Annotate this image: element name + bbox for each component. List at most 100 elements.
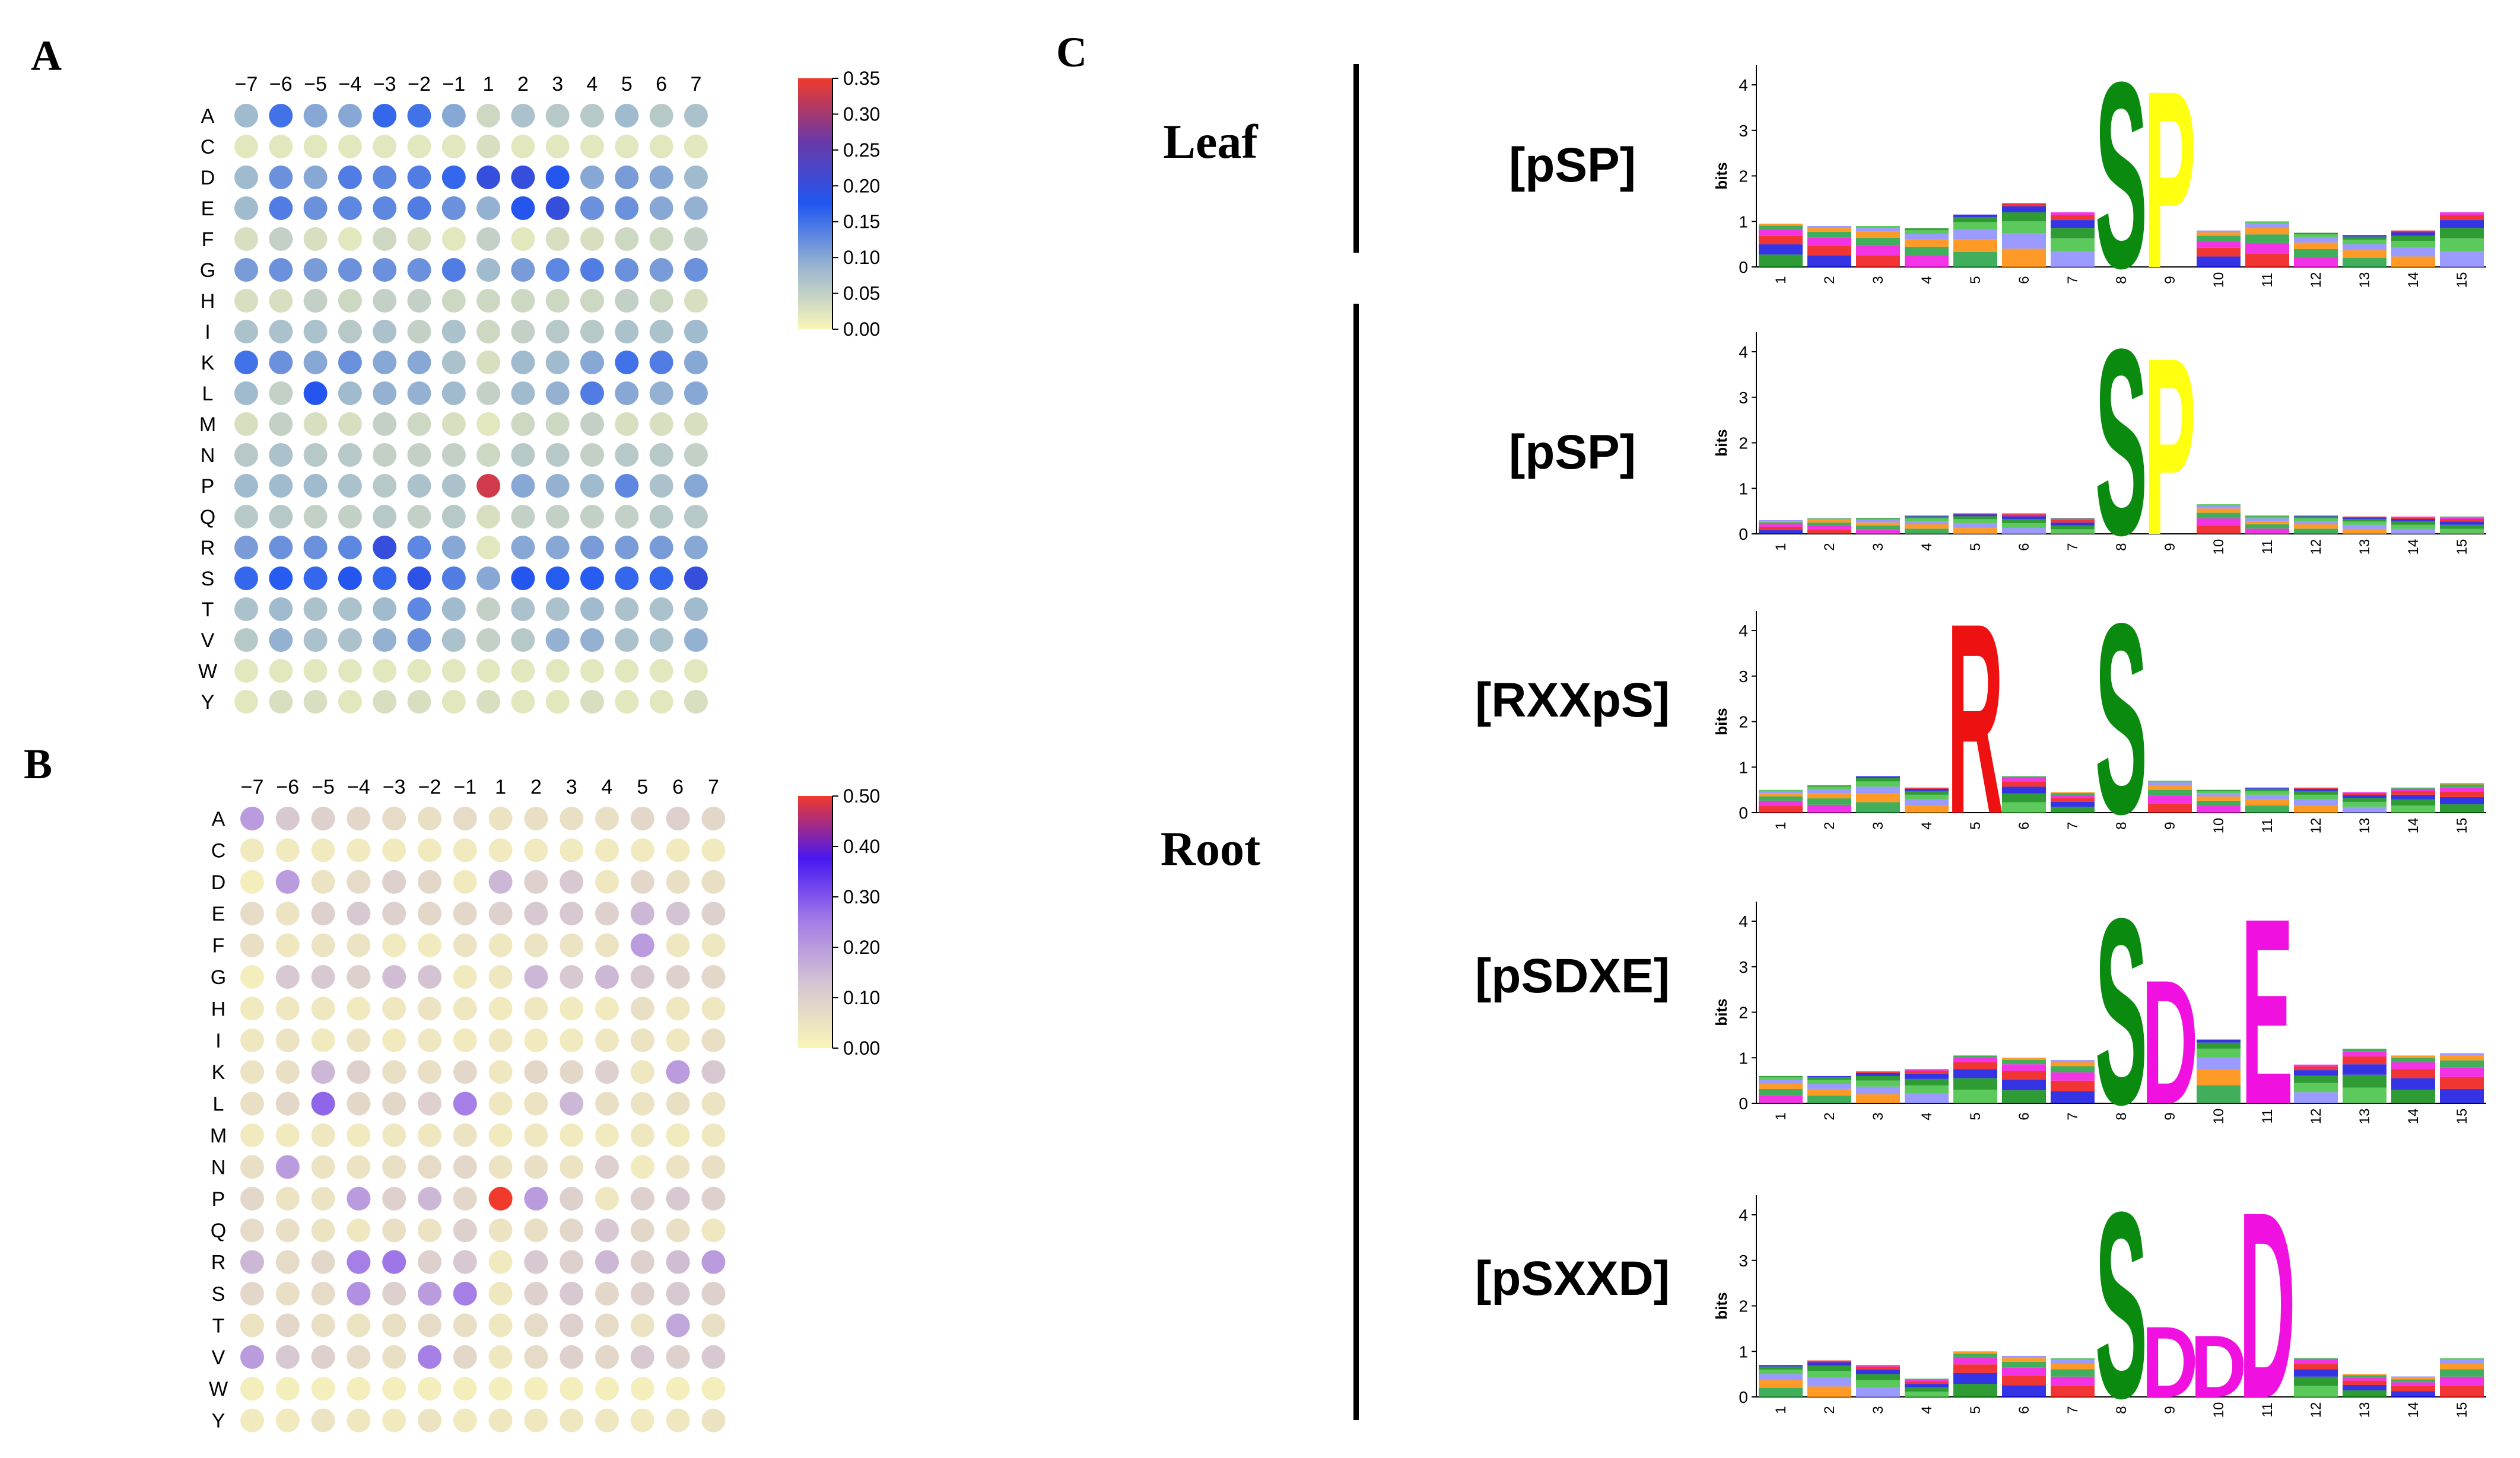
heatmap-dot <box>338 690 362 714</box>
logo-background-letter <box>1856 231 1900 238</box>
logo-background-letter <box>2440 519 2484 522</box>
logo-background-letter <box>1759 791 1803 794</box>
heatmap-dot <box>524 933 548 957</box>
heatmap-dot <box>234 690 258 714</box>
heatmap-dot <box>382 1186 406 1211</box>
heatmap-dot <box>630 1060 654 1084</box>
logo-background-letter <box>2002 516 2046 520</box>
heatmap-dot <box>684 597 708 621</box>
heatmap-dot <box>382 1155 406 1179</box>
heatmap-dot <box>311 870 335 894</box>
heatmap-dot <box>630 1282 654 1306</box>
heatmap-dot <box>488 1377 513 1401</box>
row-label: Q <box>200 506 215 529</box>
heatmap-dot <box>441 381 466 405</box>
logo-background-letter <box>2245 521 2289 524</box>
logo-background-letter <box>1905 239 1949 247</box>
logo-background-letter <box>2002 787 2046 794</box>
heatmap-dot <box>545 597 570 621</box>
logo-x-tick-label: 6 <box>2016 1406 2032 1414</box>
heatmap-dot <box>418 1091 441 1116</box>
logo-background-letter <box>2343 1390 2386 1397</box>
heatmap-dot <box>580 104 604 128</box>
logo-background-letter <box>1905 515 1949 517</box>
panel-label-a: A <box>31 32 62 79</box>
logo-background-letter <box>2391 529 2435 534</box>
heatmap-dot <box>595 1060 619 1084</box>
logo-background-letter <box>2391 519 2435 522</box>
logo-background-letter <box>1807 793 1851 798</box>
logo-background-letter <box>2197 1048 2241 1058</box>
heatmap-dot <box>560 902 584 926</box>
logo-x-tick-label: 9 <box>2162 1406 2178 1414</box>
logo-background-letter <box>2440 517 2484 520</box>
heatmap-dot <box>441 505 466 529</box>
logo-background-letter <box>2197 806 2241 813</box>
logo-background-letter <box>2391 1058 2435 1062</box>
logo-y-tick-label: 0 <box>1739 804 1748 822</box>
heatmap-dot <box>407 443 431 467</box>
logo-background-letter <box>2294 1075 2338 1083</box>
heatmap-dot <box>373 443 397 467</box>
heatmap-dot <box>615 505 639 529</box>
logo-background-letter <box>1759 524 1803 527</box>
logo-background-letter <box>2197 505 2241 509</box>
logo-background-letter <box>2343 1051 2386 1057</box>
logo-x-tick-label: 15 <box>2454 1109 2470 1125</box>
logo-background-letter <box>1807 255 1851 267</box>
heatmap-dot <box>407 690 431 714</box>
logo-background-letter <box>1856 1071 1900 1073</box>
heatmap-dot <box>701 1313 726 1338</box>
row-label: L <box>202 383 214 405</box>
heatmap-dot <box>453 1091 477 1116</box>
heatmap-dot <box>338 597 362 621</box>
logo-background-letter <box>1905 1384 1949 1387</box>
heatmap-dot <box>441 443 466 467</box>
heatmap-dot <box>311 1408 335 1432</box>
heatmap-dot <box>560 1123 584 1147</box>
logo-background-letter <box>1759 1077 1803 1080</box>
heatmap-dot <box>560 1155 584 1179</box>
heatmap-dot <box>545 381 570 405</box>
row-label: H <box>211 998 226 1020</box>
heatmap-dot <box>275 1123 300 1147</box>
heatmap-dot <box>511 381 535 405</box>
logo-background-letter <box>2343 1377 2386 1381</box>
heatmap-dot <box>666 1028 690 1052</box>
logo-background-letter <box>2197 232 2241 236</box>
logo-background-letter <box>2440 212 2484 215</box>
logo-background-letter <box>2197 1039 2241 1043</box>
heatmap-dot <box>234 196 258 220</box>
logo-background-letter <box>1759 1084 1803 1089</box>
heatmap-dot <box>580 258 604 282</box>
logo-background-letter <box>1905 521 1949 524</box>
row-label: P <box>201 475 215 498</box>
heatmap-dot <box>373 289 397 313</box>
logo-background-letter <box>1905 256 1949 267</box>
heatmap-dot <box>524 1345 548 1369</box>
colorbar-tick-label: 0.20 <box>843 175 880 196</box>
heatmap-dot <box>476 165 501 189</box>
heatmap-dot <box>684 628 708 652</box>
heatmap-dot <box>630 933 654 957</box>
logo-background-letter <box>1953 1384 1997 1397</box>
logo-background-letter <box>2002 1079 2046 1091</box>
heatmap-dot <box>666 838 690 862</box>
heatmap-dot <box>338 165 362 189</box>
heatmap-dot <box>382 1028 406 1052</box>
heatmap-dot <box>666 1408 690 1432</box>
heatmap-dot <box>545 258 570 282</box>
heatmap-dot <box>545 690 570 714</box>
heatmap-dot <box>476 227 501 251</box>
heatmap-dot <box>701 1377 726 1401</box>
logo-background-letter <box>1856 518 1900 520</box>
heatmap-dot <box>303 566 328 590</box>
tissue-label-root: Root <box>1160 822 1261 876</box>
heatmap-dot <box>303 135 328 158</box>
heatmap-dot <box>453 838 477 862</box>
logo-y-tick-label: 1 <box>1739 758 1748 776</box>
heatmap-dot <box>545 165 570 189</box>
heatmap-dot <box>476 659 501 683</box>
logo-background-letter <box>2002 523 2046 529</box>
